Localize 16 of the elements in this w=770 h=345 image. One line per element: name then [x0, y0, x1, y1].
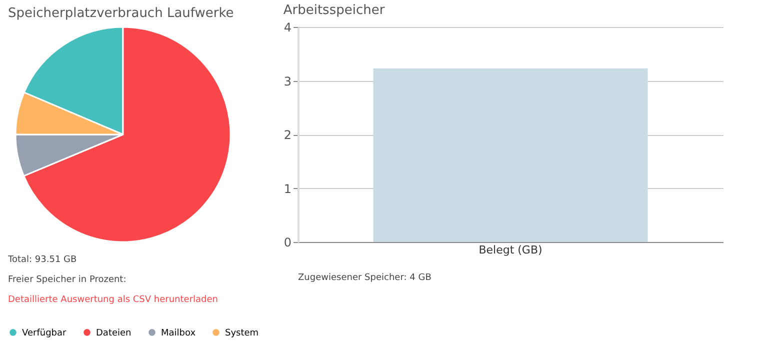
text: Freier Speicher in Prozent: — [8, 275, 126, 285]
legend-label: Dateien — [96, 328, 132, 338]
y-tick-label: 0 — [284, 236, 292, 250]
text: Zugewiesener Speicher: 4 GB — [298, 273, 432, 283]
y-tick-label: 2 — [284, 128, 292, 142]
y-tick-label: 4 — [284, 20, 292, 34]
legend-label: System — [225, 328, 259, 338]
x-tick-label: Belegt (GB) — [478, 244, 542, 256]
chart-title: Speicherplatzverbrauch Laufwerke — [8, 6, 234, 21]
text: Detaillierte Auswertung als CSV herunterladen — [8, 295, 218, 305]
text: Total: 93.51 GB — [7, 255, 77, 265]
y-tick-label: 3 — [284, 74, 292, 88]
y-tick-label: 1 — [284, 182, 292, 196]
chart-title: Arbeitsspeicher — [283, 3, 386, 18]
legend-label: Mailbox — [161, 328, 196, 338]
legend-label: Verfügbar — [22, 328, 67, 338]
